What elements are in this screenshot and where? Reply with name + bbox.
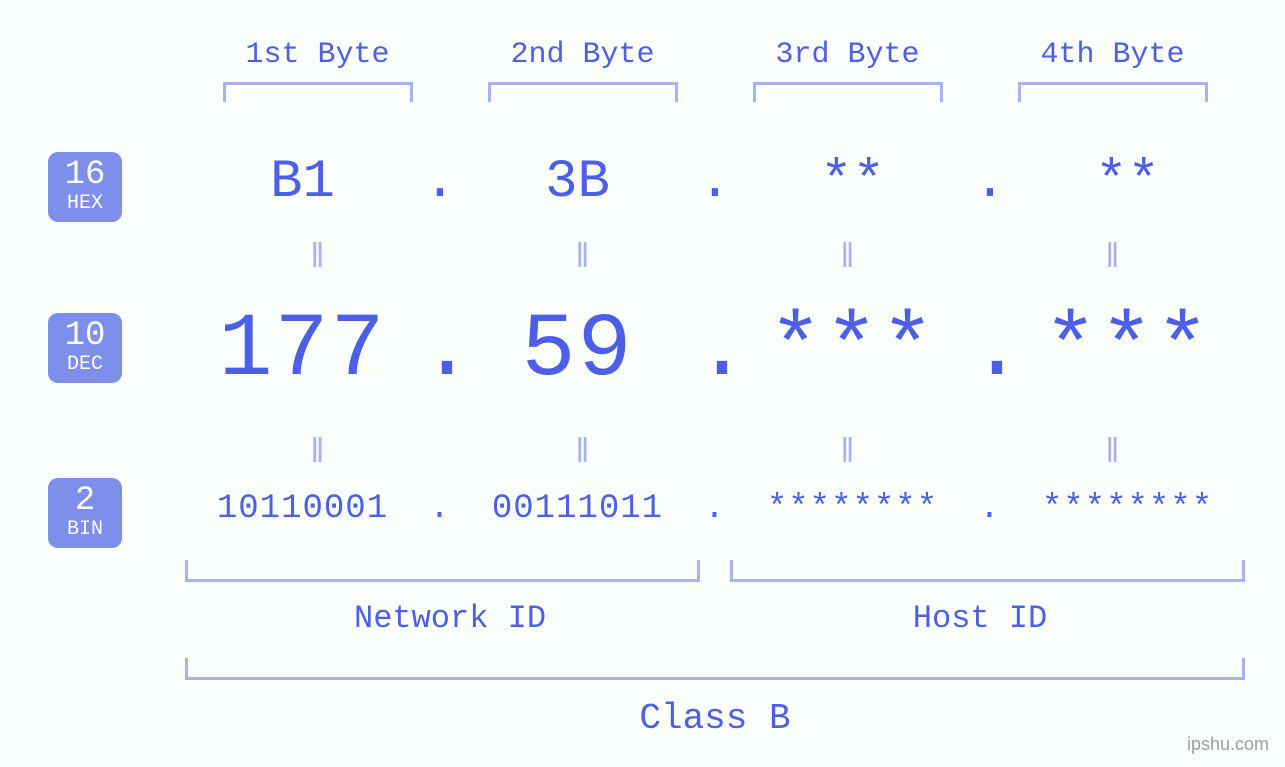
dot: . (420, 152, 460, 213)
equals-icon: ǁ (715, 240, 980, 278)
dot: . (420, 300, 460, 402)
base-num-bin: 2 (48, 484, 122, 518)
watermark: ipshu.com (1187, 734, 1269, 755)
dec-byte-2: 59 (460, 300, 695, 402)
top-bracket-3 (715, 82, 980, 102)
base-badge-hex: 16 HEX (48, 152, 122, 222)
hex-byte-2: 3B (460, 152, 695, 213)
network-bracket (185, 560, 700, 582)
top-brackets (185, 82, 1245, 102)
row-hex: B1 . 3B . ** . ** (185, 152, 1245, 213)
class-label: Class B (185, 698, 1245, 739)
group-labels: Network ID Host ID (185, 600, 1245, 637)
equals-icon: ǁ (980, 435, 1245, 473)
dot: . (695, 490, 735, 528)
equals-icon: ǁ (185, 240, 450, 278)
dot: . (695, 152, 735, 213)
equals-row-2: ǁ ǁ ǁ ǁ (185, 435, 1245, 473)
base-abbr-hex: HEX (48, 194, 122, 214)
row-dec: 177 . 59 . *** . *** (185, 300, 1245, 402)
dot: . (695, 300, 735, 402)
equals-icon: ǁ (450, 240, 715, 278)
class-bracket (185, 658, 1245, 680)
base-badge-bin: 2 BIN (48, 478, 122, 548)
byte-header-4: 4th Byte (980, 38, 1245, 72)
group-brackets (185, 560, 1245, 582)
hex-byte-1: B1 (185, 152, 420, 213)
hex-byte-4: ** (1010, 152, 1245, 213)
bin-byte-2: 00111011 (460, 490, 695, 528)
base-badge-dec: 10 DEC (48, 313, 122, 383)
hex-byte-3: ** (735, 152, 970, 213)
base-num-hex: 16 (48, 158, 122, 192)
base-abbr-bin: BIN (48, 520, 122, 540)
bin-byte-3: ******** (735, 490, 970, 528)
equals-row-1: ǁ ǁ ǁ ǁ (185, 240, 1245, 278)
equals-icon: ǁ (450, 435, 715, 473)
dot: . (420, 490, 460, 528)
host-id-label: Host ID (715, 600, 1245, 637)
byte-header-1: 1st Byte (185, 38, 450, 72)
host-bracket (730, 560, 1245, 582)
byte-headers: 1st Byte 2nd Byte 3rd Byte 4th Byte (185, 38, 1245, 72)
dec-byte-4: *** (1010, 300, 1245, 402)
top-bracket-2 (450, 82, 715, 102)
dot: . (970, 490, 1010, 528)
network-id-label: Network ID (185, 600, 715, 637)
dec-byte-3: *** (735, 300, 970, 402)
base-abbr-dec: DEC (48, 355, 122, 375)
top-bracket-1 (185, 82, 450, 102)
byte-header-2: 2nd Byte (450, 38, 715, 72)
equals-icon: ǁ (185, 435, 450, 473)
byte-header-3: 3rd Byte (715, 38, 980, 72)
dot: . (970, 300, 1010, 402)
top-bracket-4 (980, 82, 1245, 102)
equals-icon: ǁ (980, 240, 1245, 278)
equals-icon: ǁ (715, 435, 980, 473)
row-bin: 10110001 . 00111011 . ******** . *******… (185, 490, 1245, 528)
bin-byte-4: ******** (1010, 490, 1245, 528)
dot: . (970, 152, 1010, 213)
dec-byte-1: 177 (185, 300, 420, 402)
base-num-dec: 10 (48, 319, 122, 353)
bin-byte-1: 10110001 (185, 490, 420, 528)
